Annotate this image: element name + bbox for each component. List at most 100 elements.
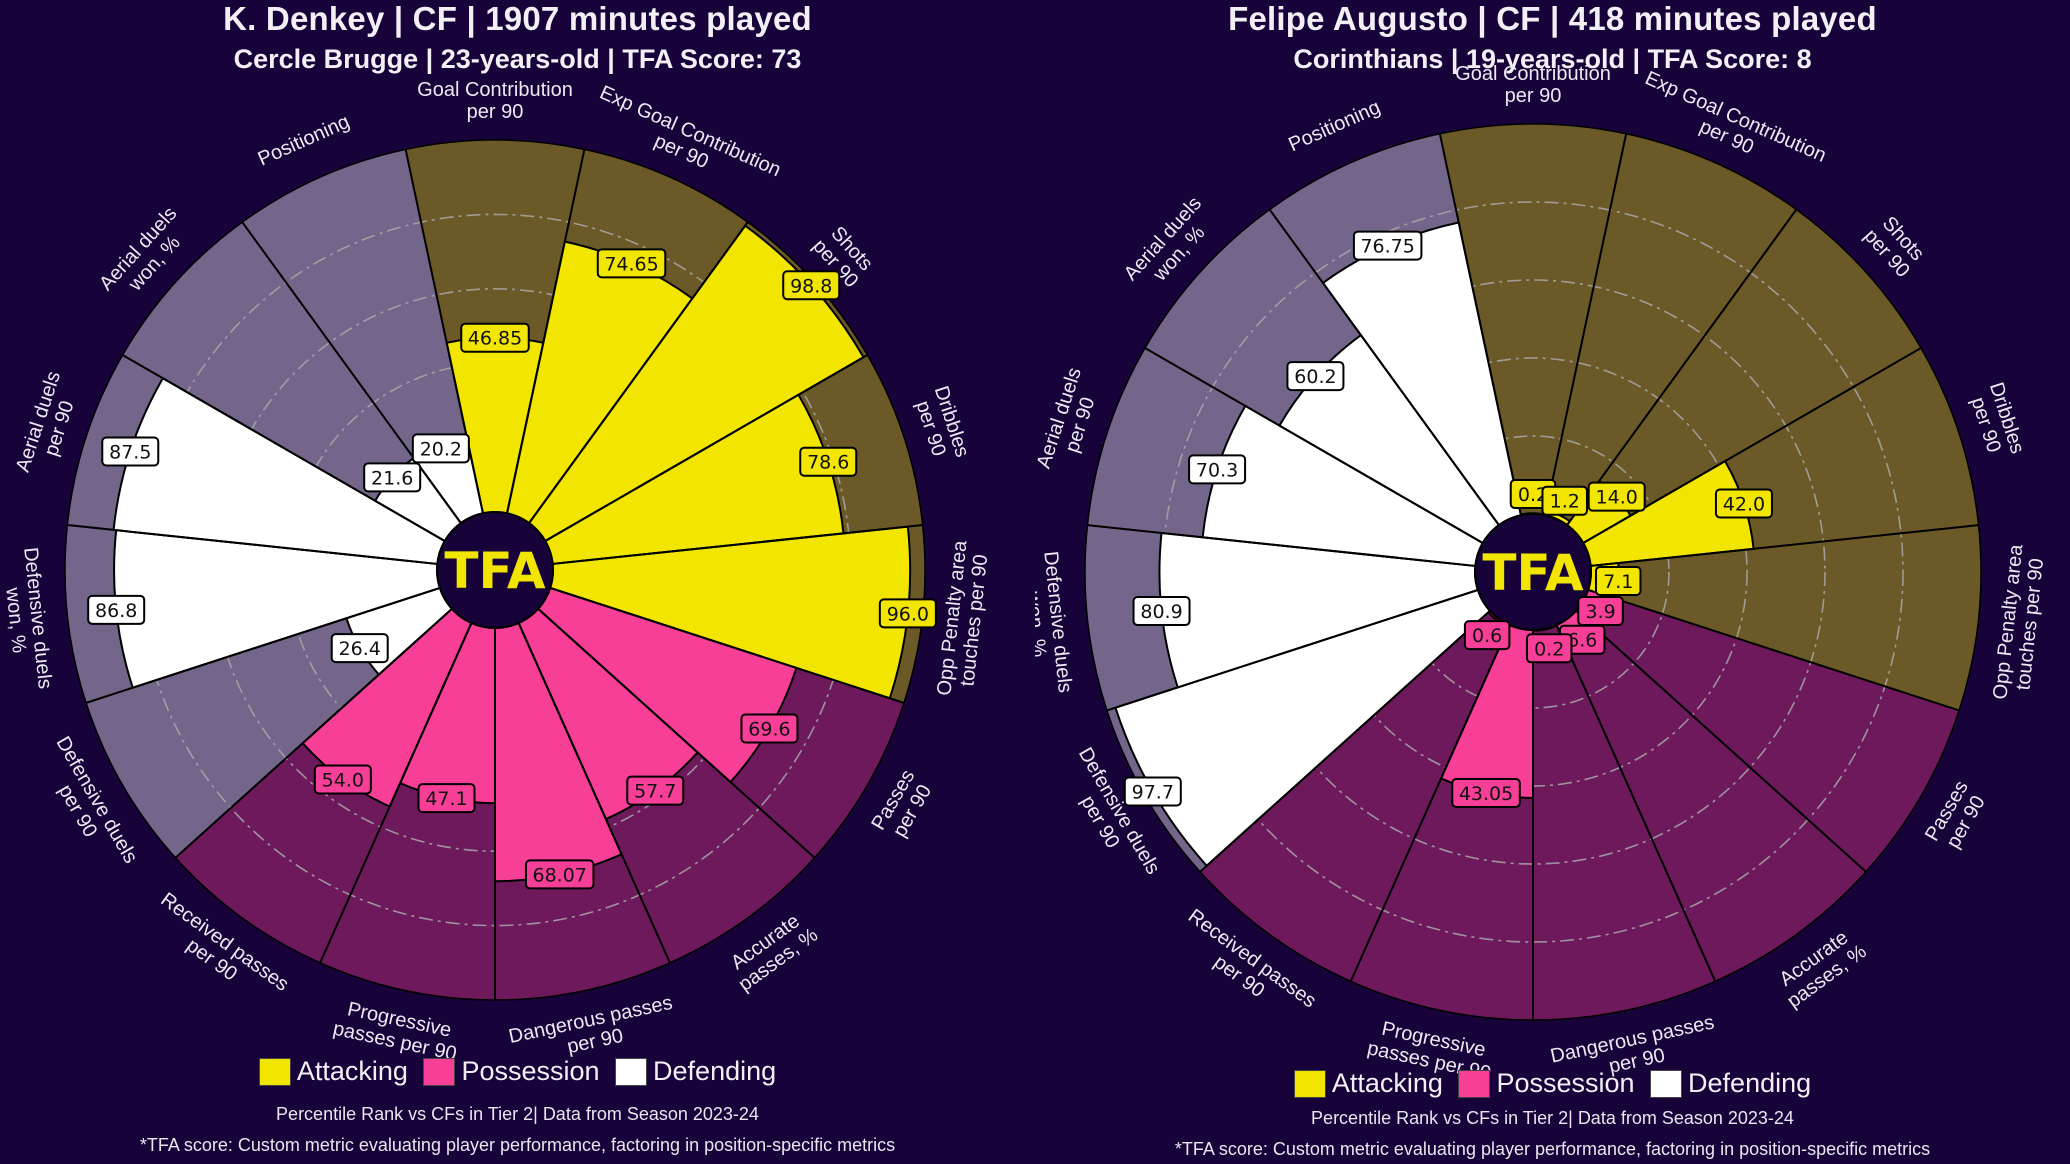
category-label: Positioning: [255, 111, 353, 171]
value-label-text: 47.1: [425, 788, 467, 810]
value-label-box: [799, 446, 858, 477]
chart-panel-felipe-augusto: Felipe Augusto | CF | 418 minutes played…: [1035, 0, 2070, 1164]
value-label-text: 26.4: [339, 638, 381, 660]
value-label: 46.85: [460, 322, 530, 353]
pizza-chart-felipe-augusto: Goal Contribution per 90 Exp Goal Contribu…: [1035, 63, 2048, 1085]
slice-divider: [319, 622, 473, 964]
value-label: 86.8: [87, 594, 146, 625]
value-label-text: 78.6: [807, 452, 849, 474]
category-label: Positioning: [1285, 96, 1383, 156]
value-label-text: 3.9: [1585, 601, 1615, 623]
category-label: Dribblesper 90: [909, 383, 974, 466]
value-label-text: 54.0: [322, 769, 364, 791]
legend-label: Possession: [1496, 1068, 1635, 1098]
value-label-text: 80.9: [1140, 601, 1182, 623]
pizza-chart-denkey: Goal Contribution per 90 Exp Goal Contribu…: [1, 79, 993, 1065]
slice-divider: [549, 586, 905, 704]
value-label-box: [101, 436, 160, 467]
value-label: 7.1: [1594, 565, 1642, 596]
value-label: 69.6: [740, 713, 799, 744]
category-label: Opp Penalty areatouches per 90: [933, 539, 993, 699]
value-label-box: [782, 270, 841, 301]
slice-divider: [1555, 624, 1717, 982]
legend-swatch-possession: [423, 1057, 456, 1086]
value-label: 3.9: [1577, 596, 1624, 626]
value-label-box: [1714, 488, 1773, 519]
slice-divider: [528, 221, 749, 524]
grid-ring: [1396, 435, 1670, 709]
tfa-logo-circle: [1474, 513, 1592, 631]
value-label-box: [411, 433, 470, 464]
value-label-box: [363, 462, 422, 493]
slice-dividers: [67, 149, 923, 1000]
chart-subtitle: Cercle Brugge | 23-years-old | TFA Score…: [233, 44, 802, 74]
slice-divider: [174, 608, 453, 859]
value-label: 97.7: [1123, 776, 1182, 807]
value-label-text: 0.2: [1518, 484, 1548, 506]
chart-title: K. Denkey | CF | 1907 minutes played: [223, 0, 812, 37]
slice-divider: [85, 586, 441, 704]
slice-divider: [1544, 133, 1628, 516]
legend: Attacking Possession Defending: [0, 1056, 1035, 1093]
value-label-text: 1.2: [1550, 491, 1580, 513]
slice-divider: [241, 221, 462, 524]
value-labels: 46.85 74.65 98.8 78.6 96.0 69.6 57.7 68.07 47.1 5…: [87, 248, 937, 890]
value-label: 47.1: [417, 783, 476, 814]
value-label-text: 68.07: [533, 864, 587, 886]
category-label: Shotsper 90: [1860, 210, 1931, 282]
value-label-box: [1587, 481, 1646, 512]
tfa-logo: TFA: [1482, 544, 1584, 602]
slice-divider: [1566, 208, 1798, 526]
footnote-tfa-score: *TFA score: Custom metric evaluating pla…: [1174, 1139, 1931, 1159]
value-label: 70.3: [1188, 454, 1247, 485]
value-label: 80.9: [1132, 596, 1191, 627]
slice-divider: [1144, 347, 1484, 544]
value-label: 43.05: [1451, 777, 1521, 808]
slice-divider: [67, 524, 438, 565]
value-label: 74.65: [596, 248, 667, 279]
chart-title: Felipe Augusto | CF | 418 minutes played: [1228, 0, 1877, 37]
value-label: 60.2: [1286, 361, 1345, 392]
value-label-box: [524, 859, 595, 890]
value-label: 76.75: [1352, 230, 1423, 261]
value-label-box: [1188, 454, 1247, 485]
value-label: 96.0: [878, 598, 937, 629]
chart-panel-denkey: K. Denkey | CF | 1907 minutes played Cer…: [0, 0, 1035, 1155]
grid-ring: [1240, 279, 1826, 865]
slice-divider: [1349, 624, 1511, 982]
category-label: Defensive duelswon, %: [1035, 550, 1076, 696]
legend-swatch-possession: [1458, 1069, 1491, 1098]
slice-divider: [517, 622, 671, 964]
legend-swatch-defending: [1650, 1069, 1683, 1098]
value-label-text: 57.7: [634, 781, 676, 803]
value-label-text: 96.0: [887, 603, 929, 625]
value-label-box: [878, 598, 937, 629]
value-label-box: [626, 775, 685, 806]
value-label-text: 76.75: [1360, 236, 1414, 258]
value-label-text: 98.8: [790, 275, 832, 297]
slice-divider: [404, 149, 484, 514]
legend-item-attacking: Attacking: [258, 1056, 408, 1087]
value-label-text: 0.6: [1472, 625, 1502, 647]
category-label: Aerial duelsper 90: [12, 369, 86, 482]
value-labels: 0.2 1.2 14.0 42.07.13.96.60.243.050.697.780…: [1123, 230, 1773, 808]
value-label-box: [1541, 485, 1588, 516]
legend-swatch-attacking: [1293, 1069, 1326, 1098]
legend-item-defending: Defending: [615, 1056, 776, 1087]
slice-divider: [1438, 133, 1522, 516]
value-label: 1.2: [1541, 485, 1588, 516]
value-label-text: 21.6: [371, 467, 413, 489]
category-label: Dribblesper 90: [1964, 380, 2029, 463]
footnote-percentile: Percentile Rank vs CFs in Tier 2| Data f…: [276, 1104, 759, 1124]
value-label-box: [417, 783, 476, 814]
value-label: 20.2: [411, 433, 470, 464]
legend-item-possession: Possession: [1458, 1068, 1635, 1099]
slice-dividers: [1087, 133, 1979, 1020]
slice-bars: [1114, 221, 1755, 868]
value-label-box: [1352, 230, 1423, 261]
legend-swatch-defending: [615, 1057, 648, 1086]
value-label-text: 42.0: [1723, 493, 1765, 515]
legend-label: Attacking: [1331, 1068, 1443, 1098]
value-label-box: [1286, 361, 1345, 392]
footnote-percentile: Percentile Rank vs CFs in Tier 2| Data f…: [1311, 1108, 1794, 1128]
